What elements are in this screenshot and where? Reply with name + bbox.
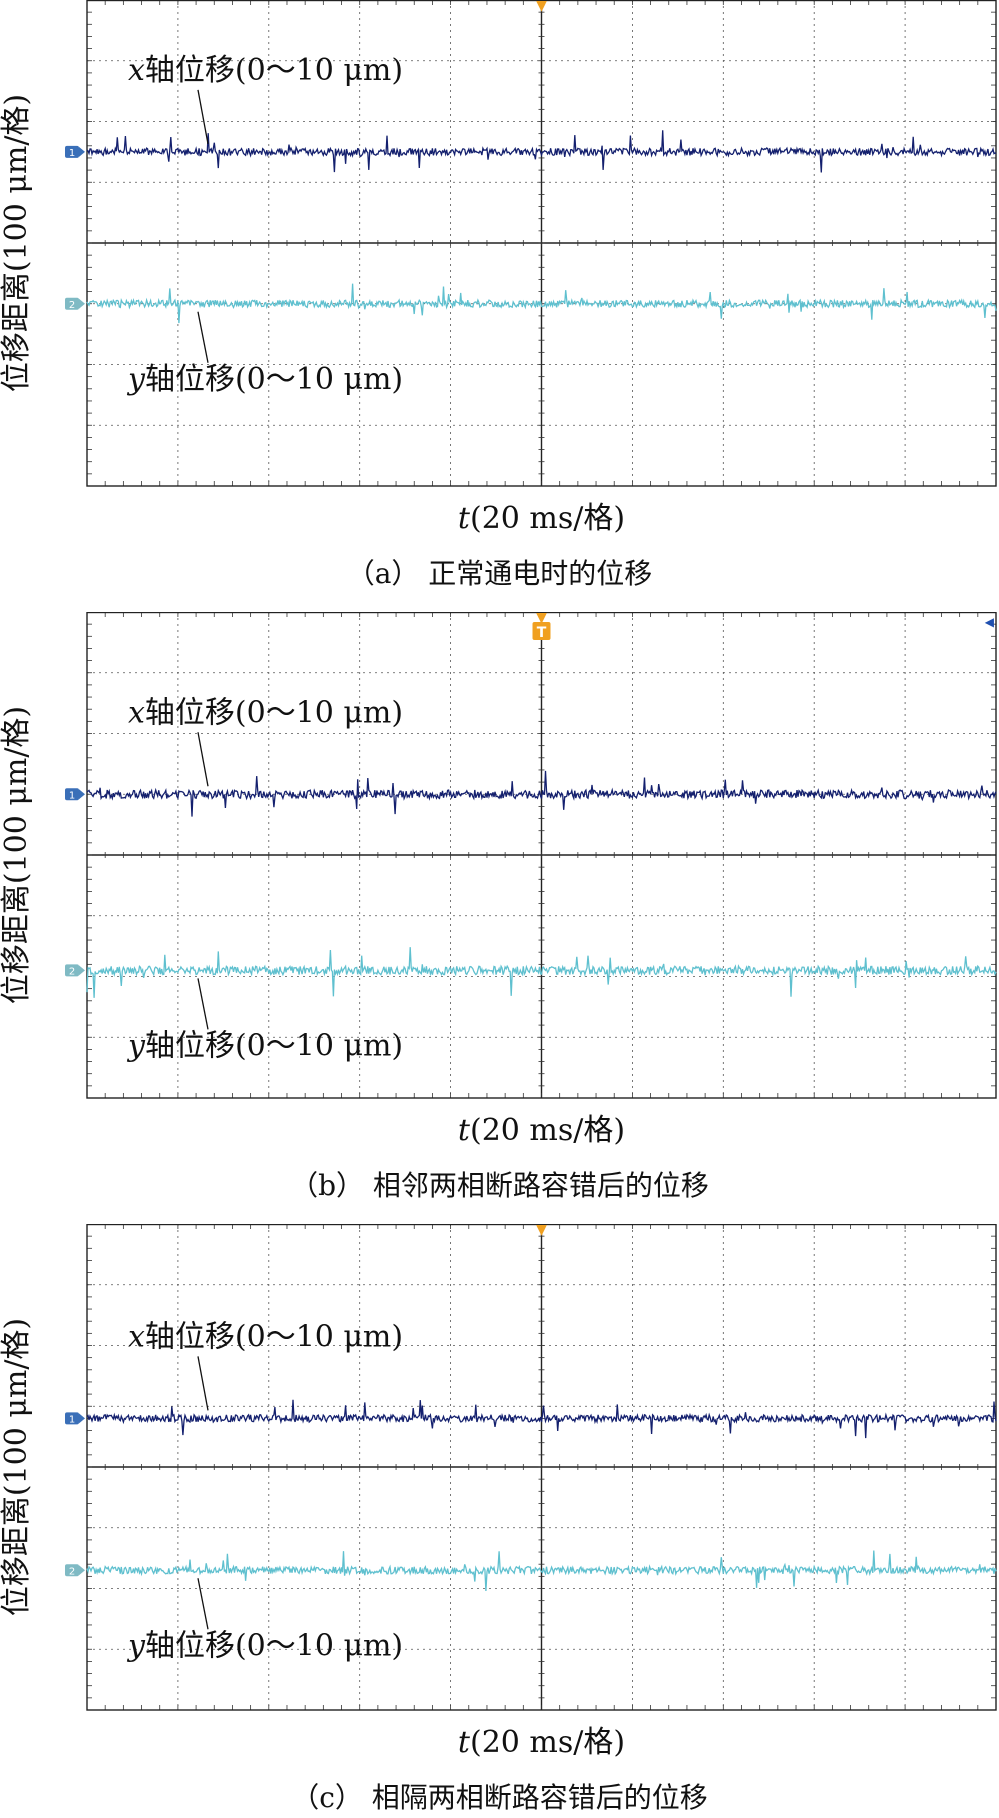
series-line-x: [86, 130, 997, 173]
series-label-var: y: [126, 362, 146, 397]
series-label-rest: 轴位移(0～10 μm): [145, 695, 403, 730]
channel-number: 1: [69, 1414, 75, 1425]
channel-arrow: [79, 298, 85, 309]
series-label-x: x轴位移(0～10 μm): [128, 695, 403, 730]
x-axis-var: t: [458, 1113, 471, 1148]
right-marker: ◀: [985, 615, 995, 629]
channel-arrow: [79, 1565, 85, 1576]
trigger-marker: ▼: [536, 0, 547, 14]
series-label-rest: 轴位移(0～10 μm): [145, 53, 403, 88]
series-label-x: x轴位移(0～10 μm): [128, 53, 403, 88]
series-label-x: x轴位移(0～10 μm): [128, 1319, 403, 1354]
series-line-x: [86, 770, 997, 817]
y-axis-label: 位移距离(100 μm/格): [0, 706, 34, 1004]
series-label-var: y: [126, 1028, 146, 1063]
x-axis-var: t: [458, 501, 471, 536]
series-label-rest: 轴位移(0～10 μm): [145, 1628, 403, 1663]
y-axis-label: 位移距离(100 μm/格): [0, 1318, 34, 1616]
series-line-x: [86, 1399, 997, 1439]
channel-arrow: [79, 1413, 85, 1424]
channel-number: 1: [69, 148, 75, 159]
series-line-y: [86, 947, 997, 998]
series-label-var: x: [128, 1319, 145, 1354]
series-label-var: x: [128, 53, 145, 88]
leader-line: [197, 1578, 209, 1630]
panel-caption: （a） 正常通电时的位移: [346, 557, 653, 590]
series-label-rest: 轴位移(0～10 μm): [145, 362, 403, 397]
channel-arrow: [79, 789, 85, 800]
minor-ticks: [86, 612, 997, 1099]
series-label-var: y: [126, 1628, 146, 1663]
x-axis-unit: (20 ms/格): [470, 1113, 625, 1148]
trigger-marker: ▼: [536, 612, 547, 626]
series-line-y: [86, 1550, 997, 1592]
panel-caption: （b） 相邻两相断路容错后的位移: [290, 1169, 709, 1202]
series-label-rest: 轴位移(0～10 μm): [145, 1319, 403, 1354]
channel-marker: [65, 1412, 79, 1425]
trigger-label: T: [537, 625, 547, 641]
plot-frame: [86, 0, 997, 487]
channel-number: 2: [69, 1566, 75, 1577]
leader-line: [197, 978, 209, 1030]
x-axis-unit: (20 ms/格): [470, 1725, 625, 1760]
plot-frame: [86, 612, 997, 1099]
series-label-y: y轴位移(0～10 μm): [126, 1628, 403, 1663]
x-axis-label: t(20 ms/格): [458, 501, 625, 536]
leader-line: [197, 732, 209, 787]
chart-panel: ▼ 1 x轴位移(0～10 μm) 2 y轴位移(0～10 μm) 位移距离(100 μm…: [0, 1224, 999, 1818]
channel-number: 2: [69, 966, 75, 977]
channel-marker: [65, 964, 79, 977]
y-axis-label: 位移距离(100 μm/格): [0, 94, 34, 392]
series-label-y: y轴位移(0～10 μm): [126, 362, 403, 397]
chart-panel: ▼ 1 x轴位移(0～10 μm) 2 y轴位移(0～10 μm) 位移距离(100 μm…: [0, 0, 999, 594]
series-label-var: x: [128, 695, 145, 730]
channel-marker: [65, 297, 79, 310]
channel-number: 1: [69, 790, 75, 801]
x-axis-label: t(20 ms/格): [458, 1113, 625, 1148]
leader-line: [197, 1356, 209, 1411]
trigger-badge: [532, 622, 551, 640]
x-axis-label: t(20 ms/格): [458, 1725, 625, 1760]
channel-marker: [65, 788, 79, 801]
leader-line: [197, 311, 209, 363]
series-line-y: [86, 283, 997, 324]
channel-marker: [65, 145, 79, 158]
plot-frame: [86, 1224, 997, 1711]
series-label-y: y轴位移(0～10 μm): [126, 1028, 403, 1063]
trigger-marker: ▼: [536, 1224, 547, 1238]
chart-panel: ▼ T ◀ 1 x轴位移(0～10 μm) 2 y轴位移(0～10 μm) 位移距离(100 …: [0, 612, 999, 1206]
channel-number: 2: [69, 300, 75, 311]
x-axis-var: t: [458, 1725, 471, 1760]
x-axis-unit: (20 ms/格): [470, 501, 625, 536]
channel-marker: [65, 1564, 79, 1577]
channel-arrow: [79, 146, 85, 157]
series-label-rest: 轴位移(0～10 μm): [145, 1028, 403, 1063]
channel-arrow: [79, 965, 85, 976]
panel-caption: （c） 相隔两相断路容错后的位移: [291, 1781, 708, 1814]
leader-line: [197, 89, 209, 144]
